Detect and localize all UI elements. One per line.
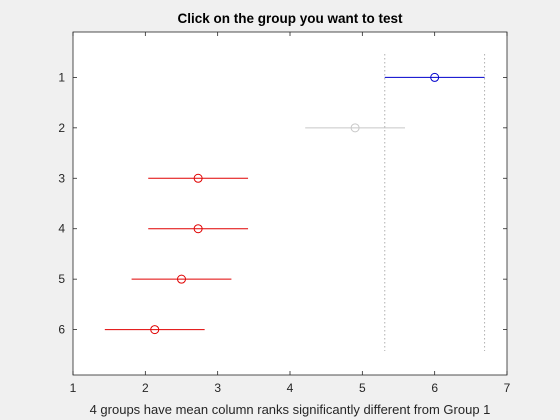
x-tick-label: 4 [287, 381, 294, 395]
group-2-interval[interactable] [305, 123, 406, 133]
group-6-interval[interactable] [104, 325, 205, 335]
y-tick-label: 5 [58, 272, 65, 286]
group-5-interval[interactable] [131, 274, 232, 284]
y-tick-label: 2 [58, 121, 65, 135]
chart-title: Click on the group you want to test [177, 11, 403, 26]
x-tick-label: 3 [214, 381, 221, 395]
group-1-mean-marker [430, 72, 440, 82]
group-5-mean-marker [177, 274, 186, 284]
y-tick-label: 3 [58, 171, 65, 185]
x-tick-label: 6 [431, 381, 438, 395]
x-tick-label: 5 [359, 381, 366, 395]
y-tick-label: 6 [58, 323, 65, 337]
group-4-interval[interactable] [148, 224, 249, 234]
group-4-mean-marker [193, 224, 203, 234]
x-axis-label: 4 groups have mean column ranks signific… [90, 402, 491, 417]
group-3-mean-marker [193, 173, 203, 183]
x-tick-label: 2 [142, 381, 149, 395]
y-tick-label: 1 [58, 70, 65, 84]
group-6-mean-marker [150, 325, 160, 335]
plot-area[interactable] [73, 32, 507, 375]
group-1-interval[interactable] [384, 72, 485, 82]
x-tick-label: 1 [70, 381, 77, 395]
x-tick-label: 7 [504, 381, 511, 395]
y-tick-label: 4 [58, 222, 65, 236]
group-2-mean-marker [350, 123, 360, 133]
group-3-interval[interactable] [148, 173, 249, 183]
